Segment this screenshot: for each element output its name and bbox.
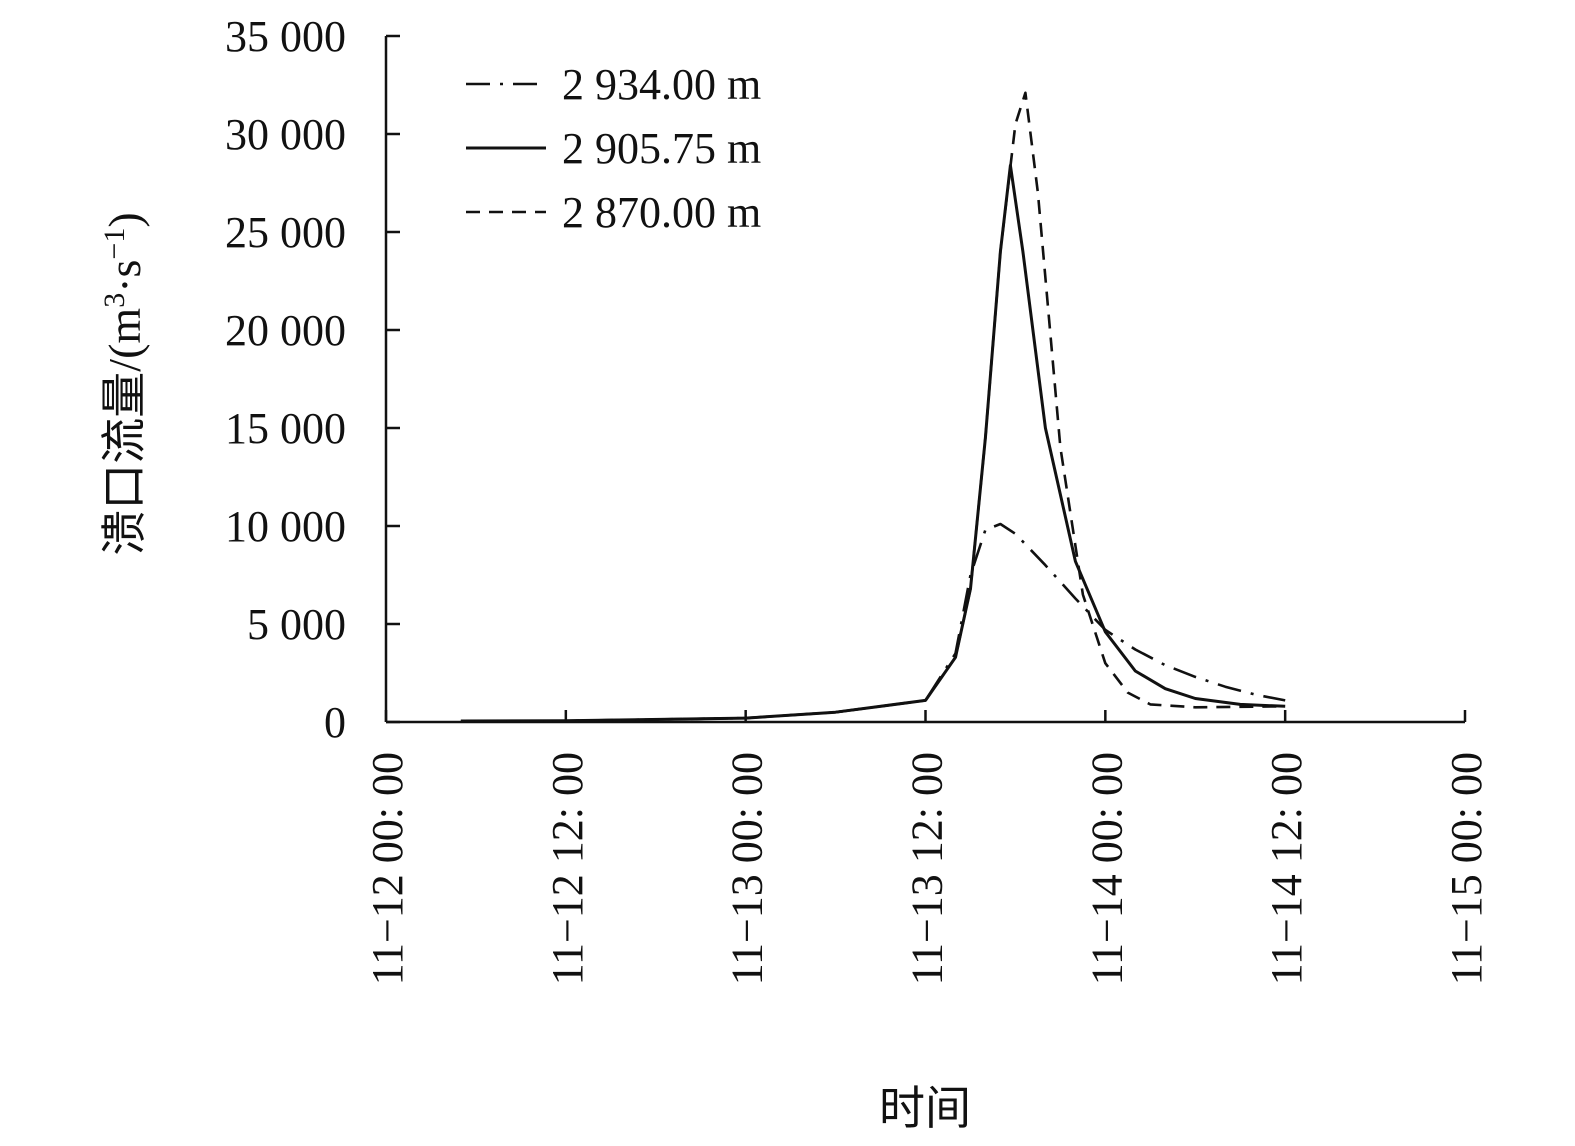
x-tick-label: 11−13 00: 00 xyxy=(723,752,772,985)
y-tick-label: 5 000 xyxy=(247,600,346,649)
legend: 2 934.00 m 2 905.75 m 2 870.00 m xyxy=(466,60,761,237)
series-lines xyxy=(460,91,1286,723)
legend-label: 2 870.00 m xyxy=(562,188,761,237)
y-tick-label: 30 000 xyxy=(225,110,346,159)
y-tick-label: 25 000 xyxy=(225,208,346,257)
legend-label: 2 934.00 m xyxy=(562,60,761,109)
x-tick-label: 11−15 00: 00 xyxy=(1442,752,1491,985)
x-tick-label: 11−12 00: 00 xyxy=(363,752,412,985)
y-axis-title-suffix: ) xyxy=(99,212,150,227)
y-axis-title-mid: ·s xyxy=(99,260,150,293)
y-axis-title: 溃口流量/(m3·s−1) xyxy=(98,212,151,555)
x-tick-label: 11−12 12: 00 xyxy=(543,752,592,985)
series-line xyxy=(460,163,1286,723)
x-axis-title: 时间 xyxy=(879,1083,971,1134)
y-tick-label: 0 xyxy=(324,698,346,747)
series-line xyxy=(460,522,1286,723)
y-axis-title-sup1: 3 xyxy=(98,293,131,308)
y-tick-label: 10 000 xyxy=(225,502,346,551)
y-tick-label: 20 000 xyxy=(225,306,346,355)
x-tick-label: 11−14 00: 00 xyxy=(1082,752,1131,985)
y-tick-label: 15 000 xyxy=(225,404,346,453)
x-tick-label: 11−14 12: 00 xyxy=(1262,752,1311,985)
y-axis-title-prefix: 溃口流量/(m xyxy=(99,308,150,556)
legend-label: 2 905.75 m xyxy=(562,124,761,173)
x-tick-label: 11−13 12: 00 xyxy=(903,752,952,985)
y-axis-title-sup2: −1 xyxy=(98,228,131,260)
y-tick-label: 35 000 xyxy=(225,12,346,61)
y-axis-ticks: 0 5 000 10 000 15 000 20 000 25 000 30 000 35 0… xyxy=(225,12,400,747)
series-line xyxy=(460,91,1286,723)
x-axis-ticks: 11−12 00: 00 11−12 12: 00 11−13 00: 00 11−1… xyxy=(363,710,1491,985)
